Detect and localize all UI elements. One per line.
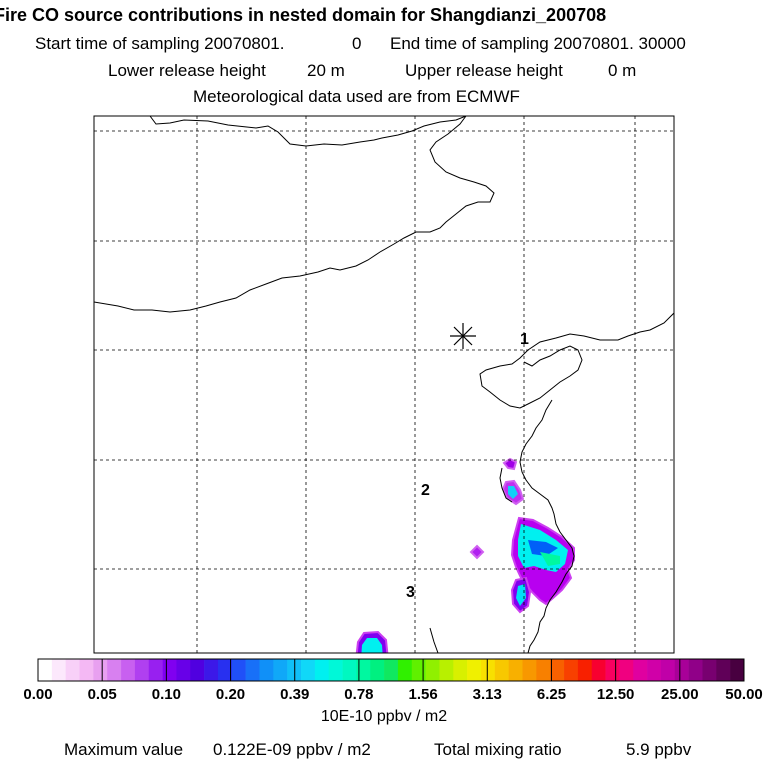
colorbar-cell: [688, 659, 703, 681]
colorbar-cell: [162, 659, 177, 681]
colorbar-cell: [245, 659, 260, 681]
end-time-label: End time of sampling 20070801. 30000: [390, 34, 686, 53]
colorbar-cell: [121, 659, 136, 681]
lower-release-value: 20 m: [307, 61, 345, 80]
colorbar-cell: [38, 659, 53, 681]
coastlines: [94, 116, 674, 653]
colorbar-cell: [79, 659, 94, 681]
colorbar-cell: [384, 659, 399, 681]
colorbar-cell: [550, 659, 565, 681]
colorbar-cell: [273, 659, 288, 681]
colorbar-cell: [314, 659, 330, 681]
colorbar-cell: [148, 659, 163, 681]
colorbar-tick-label: 0.78: [344, 686, 374, 703]
colorbar-cell: [522, 659, 537, 681]
max-value: 0.122E-09 ppbv / m2: [213, 740, 371, 759]
colorbar-cell: [93, 659, 108, 681]
lower-release-label: Lower release height: [108, 61, 266, 80]
colorbar-cell: [716, 659, 731, 681]
colorbar-cell: [467, 659, 482, 681]
colorbar-cell: [190, 659, 205, 681]
trajectory-label-3: 3: [406, 584, 415, 601]
colorbar-cell: [65, 659, 80, 681]
spot-west: [469, 544, 485, 560]
colorbar-cell: [217, 659, 233, 681]
colorbar-cell: [439, 659, 454, 681]
colorbar-tick-label: 3.13: [472, 686, 502, 703]
colorbar-cell: [342, 659, 357, 681]
colorbar-cell: [536, 659, 551, 681]
colorbar-cell: [591, 659, 606, 681]
colorbar-tick-label: 50.00: [725, 686, 763, 703]
grid-lines: [94, 116, 674, 653]
colorbar-cell: [301, 659, 316, 681]
colorbar-cell: [259, 659, 274, 681]
colorbar-tick-label: 0.39: [280, 686, 310, 703]
colorbar-tick-label: 0.05: [87, 686, 117, 703]
colorbar-cell: [176, 659, 191, 681]
colorbar-cell: [231, 659, 246, 681]
colorbar-tick-label: 25.00: [661, 686, 699, 703]
colorbar-tick-label: 0.10: [151, 686, 181, 703]
total-mixing-value: 5.9 ppbv: [626, 740, 692, 759]
colorbar-tick-label: 12.50: [596, 686, 635, 703]
colorbar-cell: [480, 659, 496, 681]
colorbar-cell: [411, 659, 426, 681]
colorbar-cell: [356, 659, 371, 681]
receptor-marker-icon: [450, 323, 476, 349]
colorbar-tick-label: 0.00: [23, 686, 53, 703]
spot-north: [502, 457, 518, 471]
colorbar-cell: [107, 659, 122, 681]
colorbar-cell: [397, 659, 413, 681]
total-mixing-label: Total mixing ratio: [434, 740, 562, 759]
colorbar-tick-label: 1.56: [408, 686, 438, 703]
colorbar-cell: [619, 659, 634, 681]
colorbar-tick-label: 6.25: [536, 686, 567, 703]
upper-release-value: 0 m: [608, 61, 637, 80]
colorbar-cell: [577, 659, 593, 681]
plume-bottom-inner: [361, 638, 383, 653]
colorbar-cell: [134, 659, 150, 681]
map-frame: [93, 115, 675, 654]
chart-title: Fire CO source contributions in nested d…: [0, 5, 607, 25]
trajectory-label-1: 1: [520, 331, 529, 348]
trajectory-label-2: 2: [421, 482, 430, 499]
concentration-field: [355, 457, 575, 653]
colorbar-cell: [702, 659, 717, 681]
plume-south-inner: [516, 584, 526, 606]
colorbar-units: 10E-10 ppbv / m2: [320, 708, 448, 725]
max-value-label: Maximum value: [64, 740, 184, 759]
met-data-line: Meteorological data used are from ECMWF: [193, 87, 520, 106]
plume-green: [540, 552, 560, 566]
start-time-label: Start time of sampling 20070801.: [35, 34, 285, 53]
colorbar-cell: [647, 659, 662, 681]
colorbar-cell: [730, 659, 745, 681]
colorbar-cell: [633, 659, 648, 681]
colorbar-cell: [605, 659, 620, 681]
upper-release-label: Upper release height: [405, 61, 563, 80]
colorbar-cell: [674, 659, 689, 681]
colorbar-cell: [508, 659, 523, 681]
plume-core: [528, 540, 558, 556]
start-time-value: 0: [352, 34, 362, 53]
colorbar-cell: [660, 659, 676, 681]
colorbar-cell: [494, 659, 509, 681]
colorbar-frame: [37, 658, 745, 682]
plume-bay-inner: [508, 486, 518, 499]
colorbar-cell: [204, 659, 219, 681]
colorbar-cell: [425, 659, 440, 681]
colorbar-cell: [564, 659, 579, 681]
colorbar-cell: [328, 659, 343, 681]
colorbar-tick-label: 0.20: [215, 686, 246, 703]
colorbar-cell: [370, 659, 385, 681]
colorbar-cell: [453, 659, 468, 681]
colorbar-cell: [51, 659, 66, 681]
